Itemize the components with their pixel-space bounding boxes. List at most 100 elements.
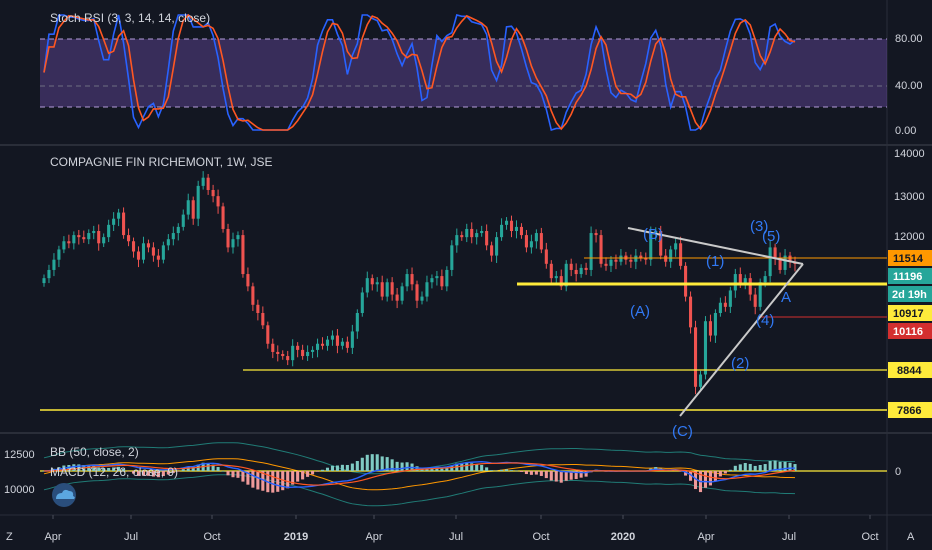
candle-body — [738, 274, 742, 285]
svg-text:10917: 10917 — [893, 308, 924, 320]
candle-body — [47, 269, 51, 279]
time-axis-label: 2020 — [611, 531, 635, 543]
candle-body — [271, 343, 275, 352]
macd-hist-bar — [500, 469, 504, 471]
macd-hist-bar — [470, 463, 474, 471]
candle-body — [166, 239, 170, 246]
macd-hist-bar — [519, 471, 523, 472]
macd-hist-bar — [733, 465, 737, 471]
macd-hist-bar — [773, 460, 777, 471]
candle-body — [514, 226, 519, 231]
macd-hist-bar — [574, 471, 578, 480]
macd-hist-bar — [236, 471, 240, 478]
macd-hist-bar — [569, 471, 573, 480]
bb-lower-line — [43, 474, 796, 507]
macd-hist-bar — [325, 467, 330, 471]
candle-body — [191, 200, 195, 219]
candle-body — [539, 233, 543, 250]
candle-body — [619, 255, 623, 262]
bb-title: BB (50, close, 2) — [50, 445, 139, 459]
candle-body — [435, 276, 439, 279]
candle-body — [117, 212, 121, 219]
price-tag-11514: 11514 — [888, 250, 932, 266]
candle-body — [420, 296, 424, 301]
candle-body — [405, 274, 409, 287]
candle-body — [82, 237, 86, 240]
macd-hist-bar — [400, 462, 404, 471]
macd-hist-bar — [146, 471, 150, 476]
candle-body — [261, 313, 265, 326]
candle-body — [773, 247, 777, 258]
macd-hist-bar — [92, 465, 96, 471]
macd-hist-bar — [320, 469, 325, 471]
wave-label-B: (B) — [643, 226, 663, 243]
macd-hist-bar — [355, 461, 359, 471]
candle-body — [67, 241, 71, 244]
wave-label-C: (C) — [672, 423, 693, 440]
macd-hist-bar — [375, 454, 379, 471]
candle-body — [241, 235, 245, 275]
macd-hist-bar — [679, 471, 683, 472]
bottom-left-tick-12500: 12500 — [4, 449, 35, 461]
time-axis-label: Jul — [124, 531, 138, 543]
candle-body — [758, 282, 762, 307]
candle-body — [196, 185, 200, 219]
macd-hist-bar — [788, 462, 792, 471]
macd-hist-bar — [301, 471, 305, 480]
candle-body — [480, 231, 484, 234]
bb-basis-line — [43, 458, 796, 491]
main-panel: COMPAGNIE FIN RICHEMONT, 1W, JSE (A) (B)… — [40, 148, 932, 440]
candle-body — [400, 286, 404, 301]
macd-hist-bar — [728, 469, 732, 471]
macd-hist-bar — [753, 465, 757, 471]
timezone-button[interactable]: Z — [6, 531, 13, 543]
stoch-axis-80: 80.00 — [895, 33, 923, 45]
macd-signal-line — [43, 462, 796, 486]
candle-body — [679, 243, 683, 266]
price-axis-13000: 13000 — [894, 191, 925, 203]
candle-body — [415, 284, 419, 301]
candle-body — [156, 255, 160, 260]
candle-body — [509, 220, 514, 231]
wave-label-4: (4) — [756, 312, 774, 329]
candle-body — [136, 251, 141, 260]
time-axis-label: Jul — [782, 531, 796, 543]
candle-body — [534, 233, 538, 242]
macd-hist-bar — [509, 470, 514, 471]
candle-body — [684, 265, 688, 297]
macd-hist-bar — [689, 471, 693, 481]
candle-body — [495, 237, 499, 256]
macd-hist-bar — [176, 471, 180, 472]
candle-body — [370, 278, 374, 285]
bottom-right-tick-0: 0 — [895, 466, 901, 478]
svg-text:2d 19h: 2d 19h — [892, 289, 927, 301]
macd-hist-bar — [763, 464, 767, 471]
macd-hist-bar — [231, 471, 235, 478]
macd-hist-bar — [549, 471, 553, 481]
stoch-band — [40, 39, 887, 107]
candle-body — [629, 259, 633, 262]
macd-hist-bar — [107, 467, 111, 471]
candle-body — [57, 249, 61, 260]
candle-body — [475, 233, 479, 238]
candle-body — [107, 224, 111, 238]
candle-body — [584, 267, 588, 270]
macd-hist-bar — [778, 461, 782, 471]
candle-body — [470, 228, 474, 238]
candle-body — [296, 345, 300, 350]
candle-body — [181, 214, 185, 227]
tradingview-cloud-icon[interactable] — [52, 483, 76, 507]
autoscale-button[interactable]: A — [907, 531, 915, 543]
macd-hist-bar — [112, 467, 116, 471]
candle-body — [266, 325, 270, 344]
candle-body — [693, 327, 698, 387]
candle-body — [743, 278, 747, 285]
macd-hist-bar — [490, 470, 494, 471]
candle-body — [609, 259, 613, 266]
macd-hist-bar — [171, 471, 175, 473]
candle-body — [256, 304, 260, 313]
macd-hist-bar — [241, 471, 245, 482]
macd-hist-bar — [758, 465, 762, 471]
macd-hist-bar — [221, 470, 225, 472]
macd-hist-bar — [330, 465, 335, 471]
